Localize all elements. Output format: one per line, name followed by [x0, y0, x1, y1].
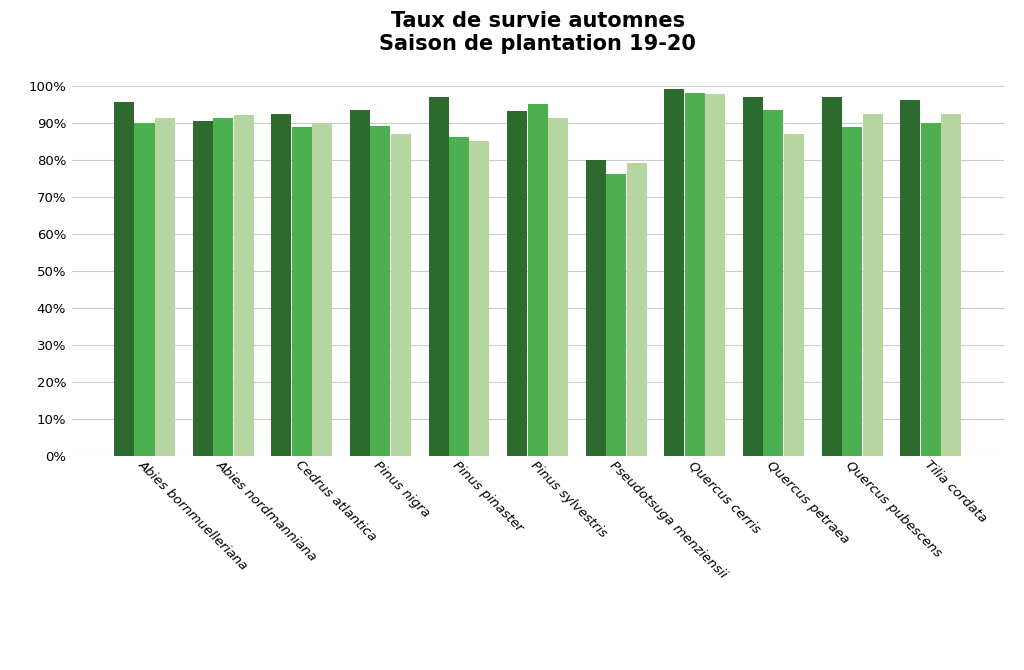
- Bar: [449, 137, 469, 456]
- Bar: [665, 89, 684, 456]
- Bar: [428, 96, 449, 456]
- Bar: [941, 115, 962, 456]
- Bar: [527, 104, 548, 456]
- Bar: [900, 100, 921, 456]
- Bar: [764, 110, 783, 456]
- Bar: [271, 115, 291, 456]
- Bar: [155, 118, 175, 456]
- Bar: [469, 141, 489, 456]
- Bar: [743, 96, 763, 456]
- Bar: [784, 135, 804, 456]
- Bar: [233, 115, 254, 456]
- Title: Taux de survie automnes
Saison de plantation 19-20: Taux de survie automnes Saison de planta…: [379, 11, 696, 54]
- Bar: [350, 111, 370, 456]
- Bar: [606, 174, 627, 456]
- Bar: [193, 121, 213, 456]
- Bar: [114, 102, 134, 456]
- Bar: [371, 126, 390, 456]
- Bar: [862, 115, 883, 456]
- Bar: [213, 118, 233, 456]
- Bar: [921, 123, 941, 456]
- Bar: [312, 123, 332, 456]
- Legend: Automne 2020, Automne 2021, Automne 2022: Automne 2020, Automne 2021, Automne 2022: [305, 665, 770, 670]
- Bar: [134, 123, 155, 456]
- Bar: [548, 118, 568, 456]
- Bar: [586, 159, 606, 456]
- Bar: [627, 163, 647, 456]
- Bar: [821, 96, 842, 456]
- Bar: [706, 94, 725, 456]
- Bar: [391, 135, 411, 456]
- Bar: [842, 127, 862, 456]
- Bar: [685, 93, 705, 456]
- Bar: [507, 111, 527, 456]
- Bar: [292, 127, 311, 456]
